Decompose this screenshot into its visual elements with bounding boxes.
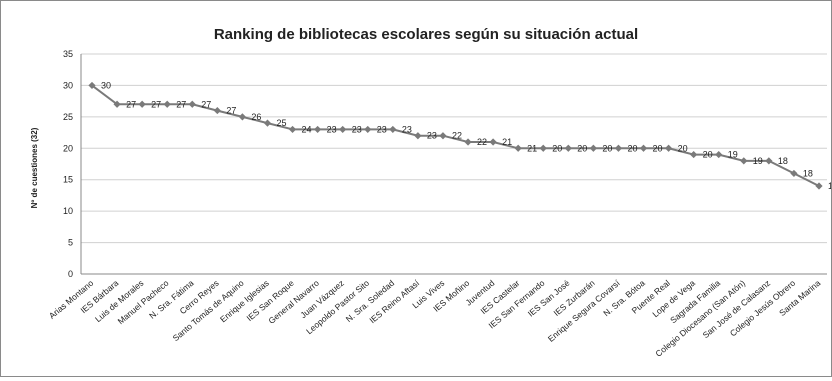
- data-label-16: 21: [502, 137, 512, 147]
- data-label-19: 20: [577, 143, 587, 153]
- data-point-4: [188, 100, 196, 108]
- data-label-13: 23: [427, 131, 437, 141]
- y-tick-label-4: 20: [63, 143, 73, 153]
- y-axis-label: Nº de cuestiones (32): [30, 127, 39, 208]
- data-point-26: [740, 157, 748, 165]
- data-label-27: 18: [778, 156, 788, 166]
- data-label-21: 20: [627, 143, 637, 153]
- data-label-26: 19: [753, 156, 763, 166]
- data-point-22: [639, 144, 648, 152]
- y-tick-label-3: 15: [63, 175, 73, 185]
- data-point-20: [589, 144, 597, 152]
- data-label-3: 27: [176, 99, 186, 109]
- y-tick-label-1: 5: [68, 238, 73, 248]
- data-point-0: [88, 81, 96, 90]
- data-label-17: 21: [527, 143, 537, 153]
- chart-title: Ranking de bibliotecas escolares según s…: [214, 26, 638, 43]
- data-point-29: [815, 182, 823, 190]
- data-label-8: 24: [302, 124, 312, 134]
- data-label-6: 26: [251, 112, 261, 122]
- data-label-10: 23: [352, 124, 362, 134]
- data-point-5: [213, 106, 221, 115]
- y-tick-label-0: 0: [68, 269, 73, 279]
- data-points: [88, 81, 823, 190]
- data-point-19: [564, 144, 572, 152]
- data-label-15: 22: [477, 137, 487, 147]
- y-tick-label-7: 35: [63, 49, 73, 59]
- data-point-25: [715, 150, 723, 159]
- y-tick-label-6: 30: [63, 80, 73, 90]
- data-label-28: 18: [803, 168, 813, 178]
- data-label-23: 20: [678, 143, 688, 153]
- data-label-24: 20: [703, 150, 713, 160]
- data-label-22: 20: [653, 143, 663, 153]
- data-point-23: [664, 144, 673, 152]
- data-point-9: [314, 125, 322, 134]
- data-label-0: 30: [101, 80, 111, 90]
- data-point-16: [489, 138, 497, 146]
- y-tick-label-5: 25: [63, 112, 73, 122]
- data-point-10: [339, 125, 347, 134]
- data-point-14: [439, 132, 447, 140]
- data-point-12: [389, 125, 397, 134]
- data-point-3: [163, 100, 171, 108]
- data-label-14: 22: [452, 131, 462, 141]
- data-point-18: [539, 144, 547, 152]
- data-point-8: [288, 125, 297, 134]
- data-label-29: 16: [828, 181, 831, 191]
- series-line: [91, 84, 820, 187]
- data-point-13: [414, 132, 422, 140]
- data-label-2: 27: [151, 99, 161, 109]
- data-point-21: [614, 144, 623, 152]
- data-label-18: 20: [552, 143, 562, 153]
- data-point-28: [790, 169, 798, 178]
- y-tick-labels: 0 5 10 15 20 25 30 35: [63, 49, 73, 279]
- data-label-5: 27: [226, 106, 236, 116]
- gridlines: [81, 53, 827, 244]
- data-point-15: [464, 138, 472, 146]
- data-point-17: [514, 144, 522, 152]
- data-point-6: [238, 113, 247, 121]
- data-label-4: 27: [201, 99, 211, 109]
- data-label-20: 20: [602, 143, 612, 153]
- data-point-11: [364, 125, 372, 134]
- data-label-12: 23: [402, 124, 412, 134]
- data-point-2: [138, 100, 146, 108]
- data-label-7: 25: [276, 118, 286, 128]
- data-labels: 30 27 27 27 27 27 26 25 24 23 23 23 23 23 22 22 21 21 20 20…: [101, 80, 832, 191]
- data-label-25: 19: [728, 150, 738, 160]
- axes: [80, 54, 827, 275]
- data-label-11: 23: [377, 124, 387, 134]
- y-tick-label-2: 10: [63, 206, 73, 216]
- data-point-24: [690, 150, 698, 159]
- data-point-1: [113, 100, 121, 108]
- data-label-9: 23: [327, 124, 337, 134]
- data-point-27: [765, 157, 773, 165]
- data-label-1: 27: [126, 99, 136, 109]
- data-point-7: [263, 119, 272, 127]
